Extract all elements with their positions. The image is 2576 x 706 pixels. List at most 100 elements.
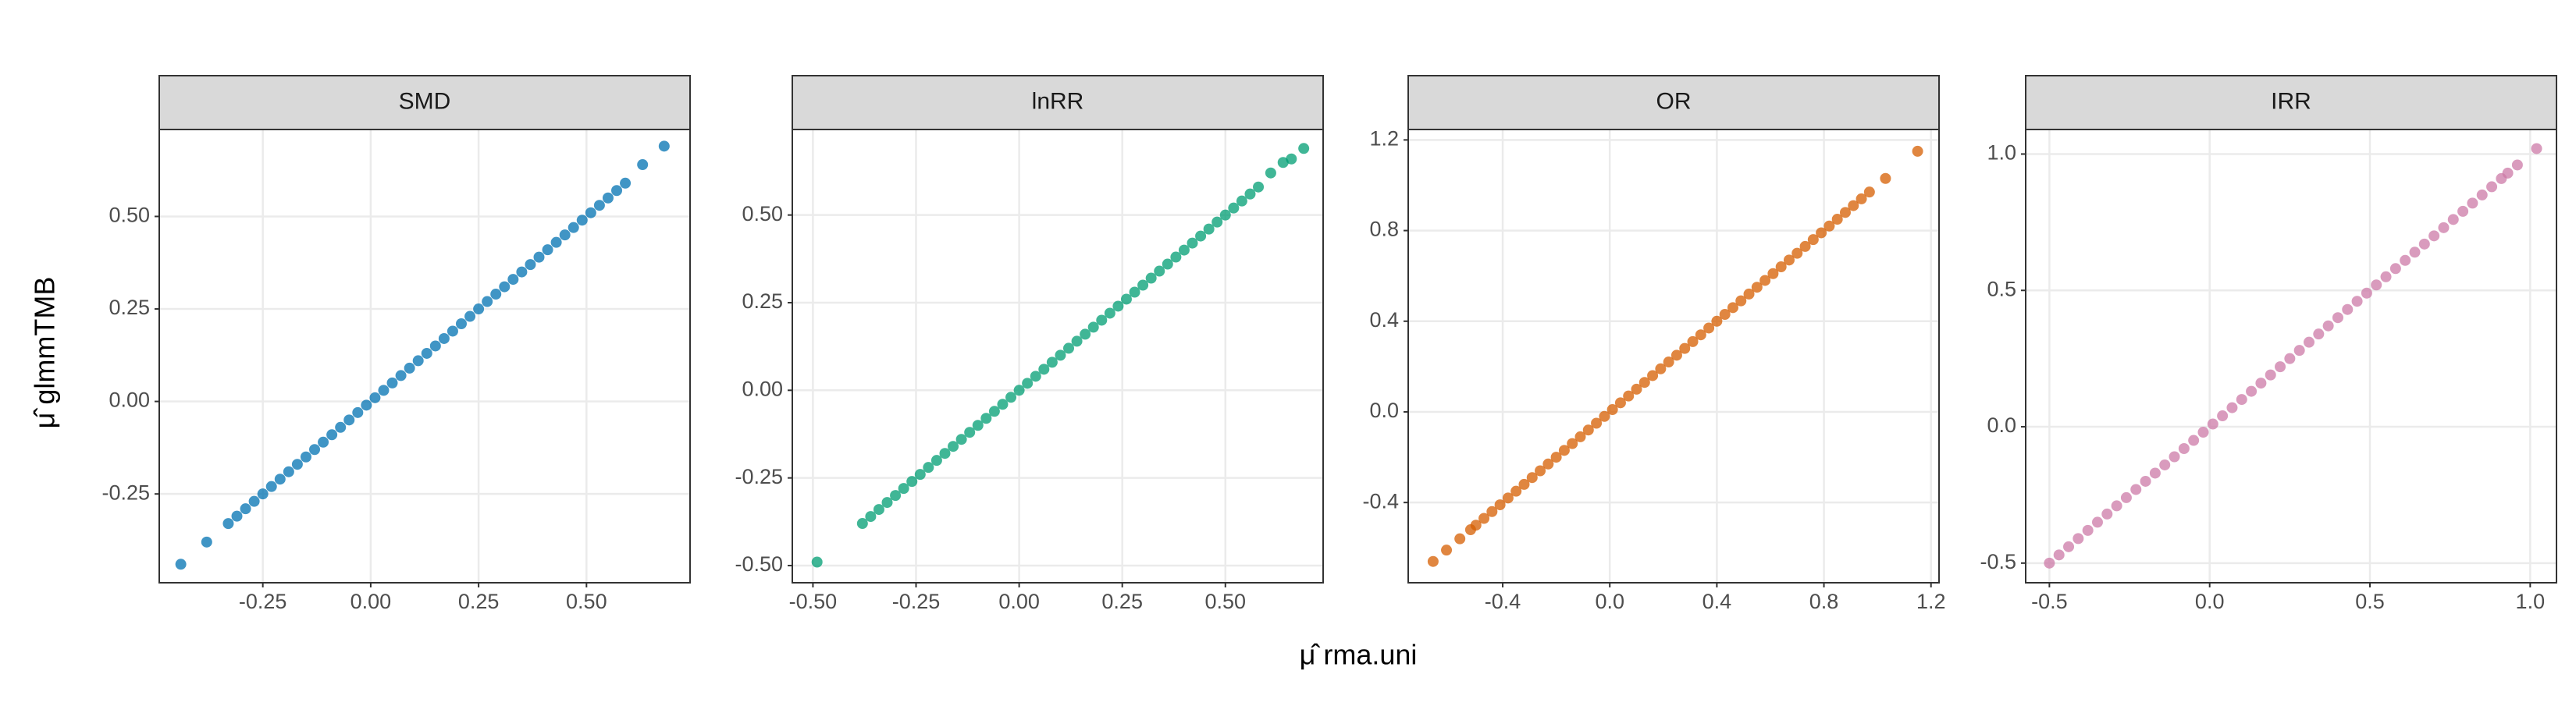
points [2044, 143, 2542, 569]
y-tick-label: 1.2 [1369, 126, 1399, 150]
point [1775, 261, 1787, 273]
x-tick-label: 0.50 [1204, 590, 1246, 613]
x-tick-label: 0.25 [1101, 590, 1143, 613]
point [343, 414, 355, 426]
point [2486, 181, 2498, 193]
point [291, 459, 303, 470]
point [1277, 157, 1289, 169]
point [890, 490, 902, 502]
point [201, 536, 212, 548]
point [283, 466, 294, 477]
point [1518, 478, 1530, 490]
point [873, 504, 884, 516]
point [1112, 300, 1124, 312]
point [964, 427, 976, 438]
point [533, 251, 545, 263]
point [1767, 268, 1779, 279]
point [2053, 549, 2065, 561]
point [1228, 202, 1240, 214]
point [865, 511, 877, 523]
point [658, 140, 670, 152]
y-tick-label: -0.5 [1980, 550, 2016, 573]
point [1679, 342, 1691, 354]
y-tick-label: 0.00 [742, 377, 783, 400]
point [2063, 541, 2075, 552]
point [2246, 385, 2258, 397]
point [1510, 485, 1522, 497]
point [576, 215, 588, 226]
point [1046, 357, 1058, 368]
x-tick-label: -0.25 [892, 590, 941, 613]
point [1236, 195, 1247, 207]
y-tick-label: 0.50 [742, 202, 783, 225]
point [930, 455, 942, 467]
point [1606, 404, 1618, 416]
point [2332, 312, 2343, 324]
point [881, 497, 893, 509]
point [542, 244, 553, 256]
y-tick-label: 0.25 [742, 289, 783, 313]
point [1187, 237, 1198, 249]
point [1298, 143, 1310, 154]
point [2082, 524, 2094, 536]
strip-label: SMD [399, 88, 451, 114]
point [309, 444, 321, 456]
point [2418, 238, 2430, 250]
point [2149, 467, 2161, 479]
point [1623, 390, 1635, 402]
point [2342, 303, 2354, 315]
y-tick-label: 0.8 [1369, 218, 1399, 241]
point [602, 192, 614, 204]
point [1470, 520, 1482, 531]
point [240, 503, 251, 515]
point [248, 495, 260, 507]
point [482, 296, 493, 307]
point [1823, 220, 1835, 232]
point [1526, 472, 1538, 484]
point [1591, 417, 1603, 429]
point [2255, 378, 2267, 389]
point [1863, 186, 1875, 198]
point [2178, 443, 2190, 455]
point [2044, 557, 2055, 569]
strip-label: OR [1656, 88, 1692, 114]
point [1631, 383, 1642, 395]
point [1203, 223, 1215, 235]
point [1427, 555, 1439, 567]
x-tick-label: 0.0 [2195, 590, 2225, 613]
point [1582, 424, 1594, 436]
point [2293, 345, 2305, 357]
point [1154, 265, 1165, 277]
point [455, 318, 467, 329]
point [906, 476, 918, 488]
points [1427, 145, 1923, 567]
point [2169, 451, 2180, 463]
point [1574, 431, 1586, 442]
y-tick-label: 0.5 [1987, 277, 2016, 300]
point [1120, 293, 1132, 305]
point [1558, 445, 1570, 456]
point [490, 289, 502, 300]
point [2531, 143, 2542, 154]
point [1087, 321, 1099, 333]
point [585, 207, 596, 218]
point [1096, 314, 1108, 326]
point [421, 347, 432, 359]
point [1038, 364, 1050, 375]
point [412, 355, 424, 367]
point [2428, 230, 2440, 242]
point [1022, 378, 1034, 389]
point [318, 436, 329, 448]
strip [1407, 75, 1940, 130]
point [378, 385, 390, 396]
point [611, 185, 623, 197]
point [2130, 484, 2142, 495]
point [1703, 322, 1715, 334]
point [464, 310, 476, 322]
y-tick-label: 0.4 [1369, 308, 1399, 332]
point [1599, 410, 1610, 422]
point [1663, 357, 1674, 368]
point [980, 413, 992, 424]
strip [792, 75, 1324, 130]
